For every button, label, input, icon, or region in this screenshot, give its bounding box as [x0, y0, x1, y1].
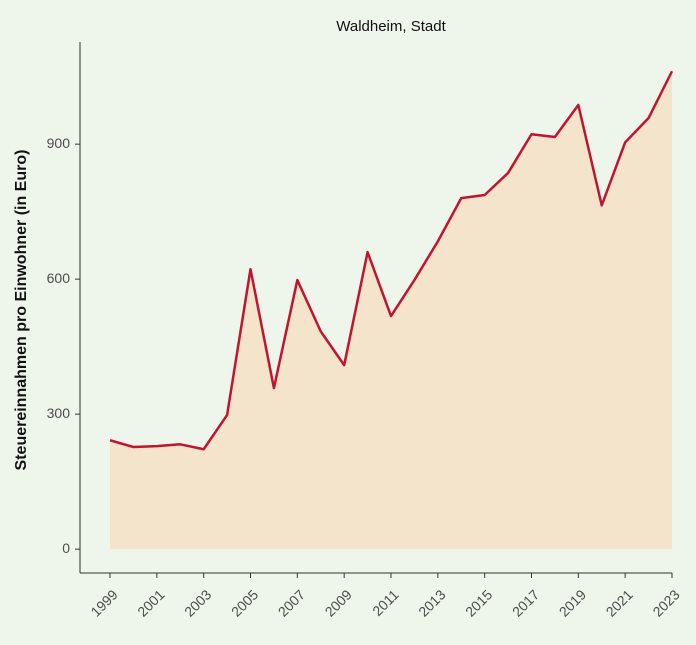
- x-tick-label: 2019: [556, 586, 589, 619]
- y-axis-label: Steuereinnahmen pro Einwohner (in Euro): [13, 150, 30, 471]
- chart-title: Waldheim, Stadt: [336, 18, 446, 35]
- x-tick-label: 2021: [603, 586, 636, 619]
- x-tick-label: 2005: [228, 586, 261, 619]
- area: [110, 71, 672, 550]
- x-tick-label: 1999: [87, 586, 120, 619]
- x-tick-label: 2013: [415, 586, 448, 619]
- x-tick-label: 2023: [649, 586, 682, 619]
- x-tick-label: 2017: [509, 586, 542, 619]
- x-tick-label: 2009: [322, 586, 355, 619]
- x-tick-label: 2011: [369, 586, 402, 619]
- x-tick-label: 2001: [134, 586, 167, 619]
- y-tick-label: 600: [47, 270, 71, 286]
- y-tick-label: 0: [62, 540, 70, 556]
- y-tick-label: 900: [47, 135, 71, 151]
- x-tick-label: 2007: [275, 586, 308, 619]
- line: [109, 70, 674, 451]
- x-tick-label: 2015: [462, 586, 495, 619]
- y-tick-label: 300: [47, 405, 71, 421]
- x-tick-label: 2003: [181, 586, 214, 619]
